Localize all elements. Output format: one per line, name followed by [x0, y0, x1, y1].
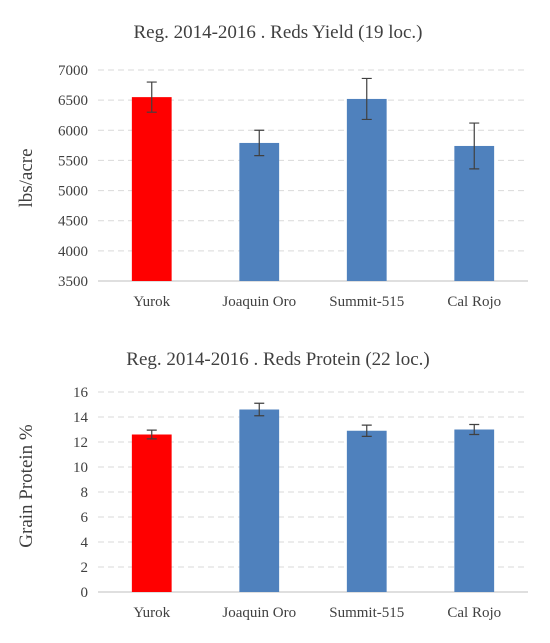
yield-error-bar — [146, 81, 157, 113]
protein-error-bar — [469, 423, 480, 436]
protein-xtick-label: Yurok — [133, 605, 170, 621]
protein-bar — [454, 429, 495, 592]
protein-xtick-label: Cal Rojo — [447, 605, 501, 621]
yield-bar — [346, 98, 387, 282]
protein-ytick-label: 10 — [73, 460, 88, 476]
protein-ytick-label: 14 — [73, 410, 89, 426]
yield-ytick-label: 4500 — [58, 214, 88, 230]
yield-error-bar — [254, 129, 265, 157]
yield-bar — [239, 142, 280, 281]
yield-xtick-label: Cal Rojo — [447, 294, 501, 310]
yield-ytick-label: 5000 — [58, 184, 88, 200]
protein-ytick-label: 16 — [73, 385, 89, 401]
protein-chart-ylabel: Grain Protein % — [16, 424, 37, 548]
protein-bar — [346, 430, 387, 592]
protein-chart-title: Reg. 2014-2016 . Reds Protein (22 loc.) — [126, 349, 429, 370]
yield-chart: Reg. 2014-2016 . Reds Yield (19 loc.) lb… — [16, 22, 528, 310]
yield-xtick-label: Summit-515 — [329, 294, 404, 310]
protein-error-bar — [254, 402, 265, 417]
yield-chart-title: Reg. 2014-2016 . Reds Yield (19 loc.) — [133, 22, 422, 43]
protein-bar — [131, 434, 172, 592]
yield-xtick-label: Yurok — [133, 294, 170, 310]
protein-chart: Reg. 2014-2016 . Reds Protein (22 loc.) … — [16, 349, 528, 621]
yield-ytick-label: 3500 — [58, 274, 88, 290]
yield-ytick-label: 6500 — [58, 93, 88, 109]
yield-ytick-label: 7000 — [58, 63, 88, 79]
protein-ytick-label: 0 — [81, 585, 89, 601]
protein-error-bar — [146, 429, 157, 440]
protein-ytick-label: 8 — [81, 485, 89, 501]
yield-chart-ylabel: lbs/acre — [16, 148, 37, 207]
protein-ytick-label: 6 — [81, 510, 89, 526]
protein-xtick-label: Joaquin Oro — [222, 605, 296, 621]
protein-xtick-label: Summit-515 — [329, 605, 404, 621]
protein-error-bar — [361, 424, 372, 437]
yield-ytick-label: 6000 — [58, 123, 88, 139]
protein-bar — [239, 409, 280, 592]
yield-bar — [131, 97, 172, 281]
yield-error-bar — [361, 77, 372, 121]
yield-xtick-label: Joaquin Oro — [222, 294, 296, 310]
yield-ytick-label: 4000 — [58, 244, 88, 260]
protein-ytick-label: 2 — [81, 560, 89, 576]
protein-ytick-label: 4 — [81, 535, 89, 551]
yield-ytick-label: 5500 — [58, 153, 88, 169]
yield-error-bar — [469, 122, 480, 170]
protein-ytick-label: 12 — [73, 435, 88, 451]
